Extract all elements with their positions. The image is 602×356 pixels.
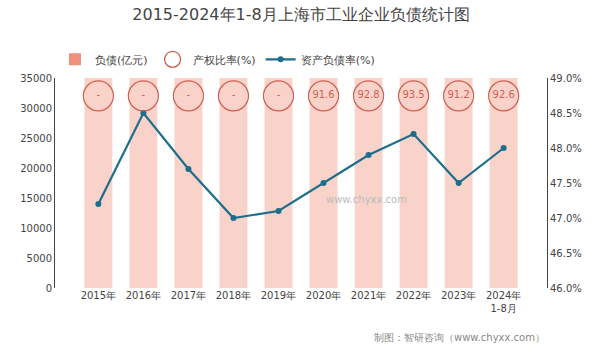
svg-text:2022年: 2022年 xyxy=(396,290,431,301)
svg-text:92.6: 92.6 xyxy=(493,89,515,100)
svg-text:2015-2024年1-8月上海市工业企业负债统计图: 2015-2024年1-8月上海市工业企业负债统计图 xyxy=(132,5,469,24)
svg-text:92.8: 92.8 xyxy=(357,89,379,100)
svg-text:2017年: 2017年 xyxy=(171,290,206,301)
svg-text:-: - xyxy=(187,89,191,100)
svg-text:46.0%: 46.0% xyxy=(550,283,582,294)
svg-text:www.chyxx.com: www.chyxx.com xyxy=(326,194,407,205)
svg-text:2024年1-8月: 2024年1-8月 xyxy=(486,290,521,314)
svg-text:46.5%: 46.5% xyxy=(550,248,582,259)
svg-text:30000: 30000 xyxy=(20,103,52,114)
svg-text:-: - xyxy=(97,89,101,100)
svg-text:制图：智研咨询（www.chyxx.com）: 制图：智研咨询（www.chyxx.com） xyxy=(374,332,545,343)
svg-text:2021年: 2021年 xyxy=(351,290,386,301)
svg-text:产权比率(%): 产权比率(%) xyxy=(193,54,256,67)
svg-text:47.5%: 47.5% xyxy=(550,178,582,189)
svg-text:负债(亿元): 负债(亿元) xyxy=(95,54,148,67)
svg-text:93.5: 93.5 xyxy=(402,89,424,100)
svg-text:48.5%: 48.5% xyxy=(550,108,582,119)
svg-text:49.0%: 49.0% xyxy=(550,73,582,84)
svg-text:48.0%: 48.0% xyxy=(550,143,582,154)
svg-text:2023年: 2023年 xyxy=(441,290,476,301)
svg-text:-: - xyxy=(232,89,236,100)
svg-text:91.6: 91.6 xyxy=(312,89,334,100)
svg-text:-: - xyxy=(142,89,146,100)
svg-text:91.2: 91.2 xyxy=(447,89,469,100)
svg-text:15000: 15000 xyxy=(20,193,52,204)
svg-text:2020年: 2020年 xyxy=(306,290,341,301)
svg-text:47.0%: 47.0% xyxy=(550,213,582,224)
svg-text:2019年: 2019年 xyxy=(261,290,296,301)
svg-text:35000: 35000 xyxy=(20,73,52,84)
svg-text:10000: 10000 xyxy=(20,223,52,234)
svg-text:20000: 20000 xyxy=(20,163,52,174)
svg-text:25000: 25000 xyxy=(20,133,52,144)
svg-text:2016年: 2016年 xyxy=(126,290,161,301)
svg-text:资产负债率(%): 资产负债率(%) xyxy=(301,54,375,67)
svg-text:0: 0 xyxy=(46,283,52,294)
svg-text:5000: 5000 xyxy=(27,253,52,264)
svg-text:2015年: 2015年 xyxy=(81,290,116,301)
svg-text:-: - xyxy=(277,89,281,100)
svg-text:2018年: 2018年 xyxy=(216,290,251,301)
